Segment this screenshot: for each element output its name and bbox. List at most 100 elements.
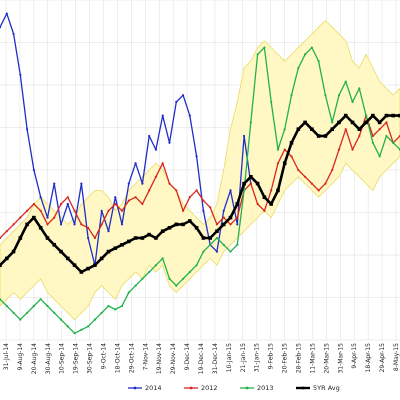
point-s2014 — [154, 148, 158, 151]
point-avg — [303, 120, 307, 125]
point-avg — [350, 120, 355, 125]
point-s2014 — [100, 209, 103, 212]
point-avg — [269, 202, 273, 206]
point-s2014 — [120, 223, 124, 226]
point-s2014 — [19, 73, 22, 76]
point-s2014 — [107, 230, 110, 233]
point-s2013 — [229, 250, 232, 253]
point-avg — [323, 134, 328, 138]
point-s2014 — [242, 134, 246, 138]
point-s2012 — [120, 209, 124, 212]
point-s2013 — [100, 311, 103, 314]
point-s2012 — [168, 182, 171, 185]
point-s2013 — [297, 66, 300, 70]
point-s2013 — [249, 121, 252, 124]
point-s2013 — [127, 291, 130, 294]
point-s2012 — [127, 199, 130, 202]
point-avg — [398, 113, 400, 118]
x-tick-label: 20-Feb-15 — [282, 343, 289, 373]
x-tick-label: 8-May-15 — [393, 343, 400, 371]
point-s2013 — [317, 60, 320, 63]
point-s2014 — [188, 114, 191, 117]
point-s2012 — [32, 202, 35, 206]
point-avg — [235, 202, 240, 206]
point-s2013 — [141, 277, 144, 280]
point-s2013 — [310, 46, 313, 49]
point-avg — [11, 249, 16, 254]
x-tick-label: 29-Apr-15 — [379, 343, 386, 373]
legend-marker-s2014 — [133, 386, 137, 390]
point-s2013 — [120, 304, 124, 308]
point-s2012 — [0, 236, 2, 240]
point-avg — [337, 120, 341, 125]
point-s2013 — [5, 304, 8, 308]
x-tick-label: 9-Dec-14 — [184, 343, 191, 371]
point-s2013 — [46, 304, 49, 308]
point-s2013 — [283, 128, 286, 131]
point-s2013 — [87, 325, 90, 328]
point-s2014 — [5, 12, 8, 15]
point-s2013 — [107, 304, 110, 308]
point-s2014 — [46, 216, 49, 219]
point-avg — [289, 141, 294, 145]
point-s2013 — [202, 250, 205, 253]
point-s2013 — [59, 318, 63, 321]
point-s2012 — [270, 189, 273, 192]
point-s2012 — [87, 226, 90, 229]
point-s2013 — [53, 311, 56, 314]
point-avg — [4, 256, 9, 261]
point-s2013 — [276, 148, 280, 151]
x-tick-label: 31-Jul-14 — [3, 343, 10, 370]
point-s2014 — [53, 182, 56, 185]
point-s2014 — [202, 209, 205, 212]
point-s2014 — [181, 94, 185, 97]
x-tick-label: 19-Dec-14 — [198, 343, 205, 374]
point-s2013 — [324, 94, 327, 97]
point-s2013 — [392, 141, 395, 144]
point-avg — [0, 263, 2, 267]
point-avg — [154, 236, 158, 240]
point-s2012 — [283, 148, 286, 151]
point-s2014 — [175, 100, 178, 104]
point-s2012 — [344, 128, 347, 131]
point-s2012 — [317, 189, 320, 192]
x-tick-label: 20-Aug-14 — [31, 343, 38, 374]
point-s2012 — [53, 216, 56, 219]
point-s2014 — [26, 128, 29, 131]
point-s2012 — [19, 216, 22, 219]
point-avg — [215, 229, 219, 233]
point-s2012 — [195, 189, 198, 192]
point-s2012 — [114, 202, 117, 206]
point-s2014 — [195, 155, 198, 158]
point-s2014 — [148, 134, 151, 138]
legend-label-avg: 5YR Avg — [313, 384, 340, 392]
point-avg — [221, 222, 226, 227]
point-s2013 — [181, 277, 185, 280]
point-s2012 — [324, 182, 327, 185]
point-s2013 — [175, 284, 178, 287]
point-s2014 — [222, 209, 225, 212]
x-tick-label: 21-Jan-15 — [240, 343, 247, 372]
point-s2012 — [351, 148, 354, 151]
x-tick-label: 18-Oct-14 — [114, 343, 121, 373]
x-tick-label: 9-Oct-14 — [101, 343, 108, 370]
point-avg — [59, 249, 63, 254]
point-avg — [140, 236, 145, 240]
point-s2014 — [229, 189, 232, 192]
point-avg — [25, 222, 29, 227]
point-s2013 — [73, 332, 76, 335]
x-tick-label: 19-Sep-14 — [73, 343, 80, 374]
point-s2012 — [5, 230, 8, 233]
point-avg — [113, 246, 118, 250]
point-avg — [201, 236, 206, 240]
point-avg — [79, 270, 84, 274]
x-tick-label: 31-Mar-15 — [337, 343, 344, 374]
point-s2014 — [66, 202, 69, 206]
point-s2014 — [215, 250, 219, 253]
point-s2014 — [87, 236, 90, 240]
point-s2012 — [202, 199, 205, 202]
point-avg — [377, 120, 382, 125]
point-avg — [228, 215, 233, 220]
point-s2014 — [161, 114, 164, 117]
point-s2012 — [80, 223, 83, 226]
